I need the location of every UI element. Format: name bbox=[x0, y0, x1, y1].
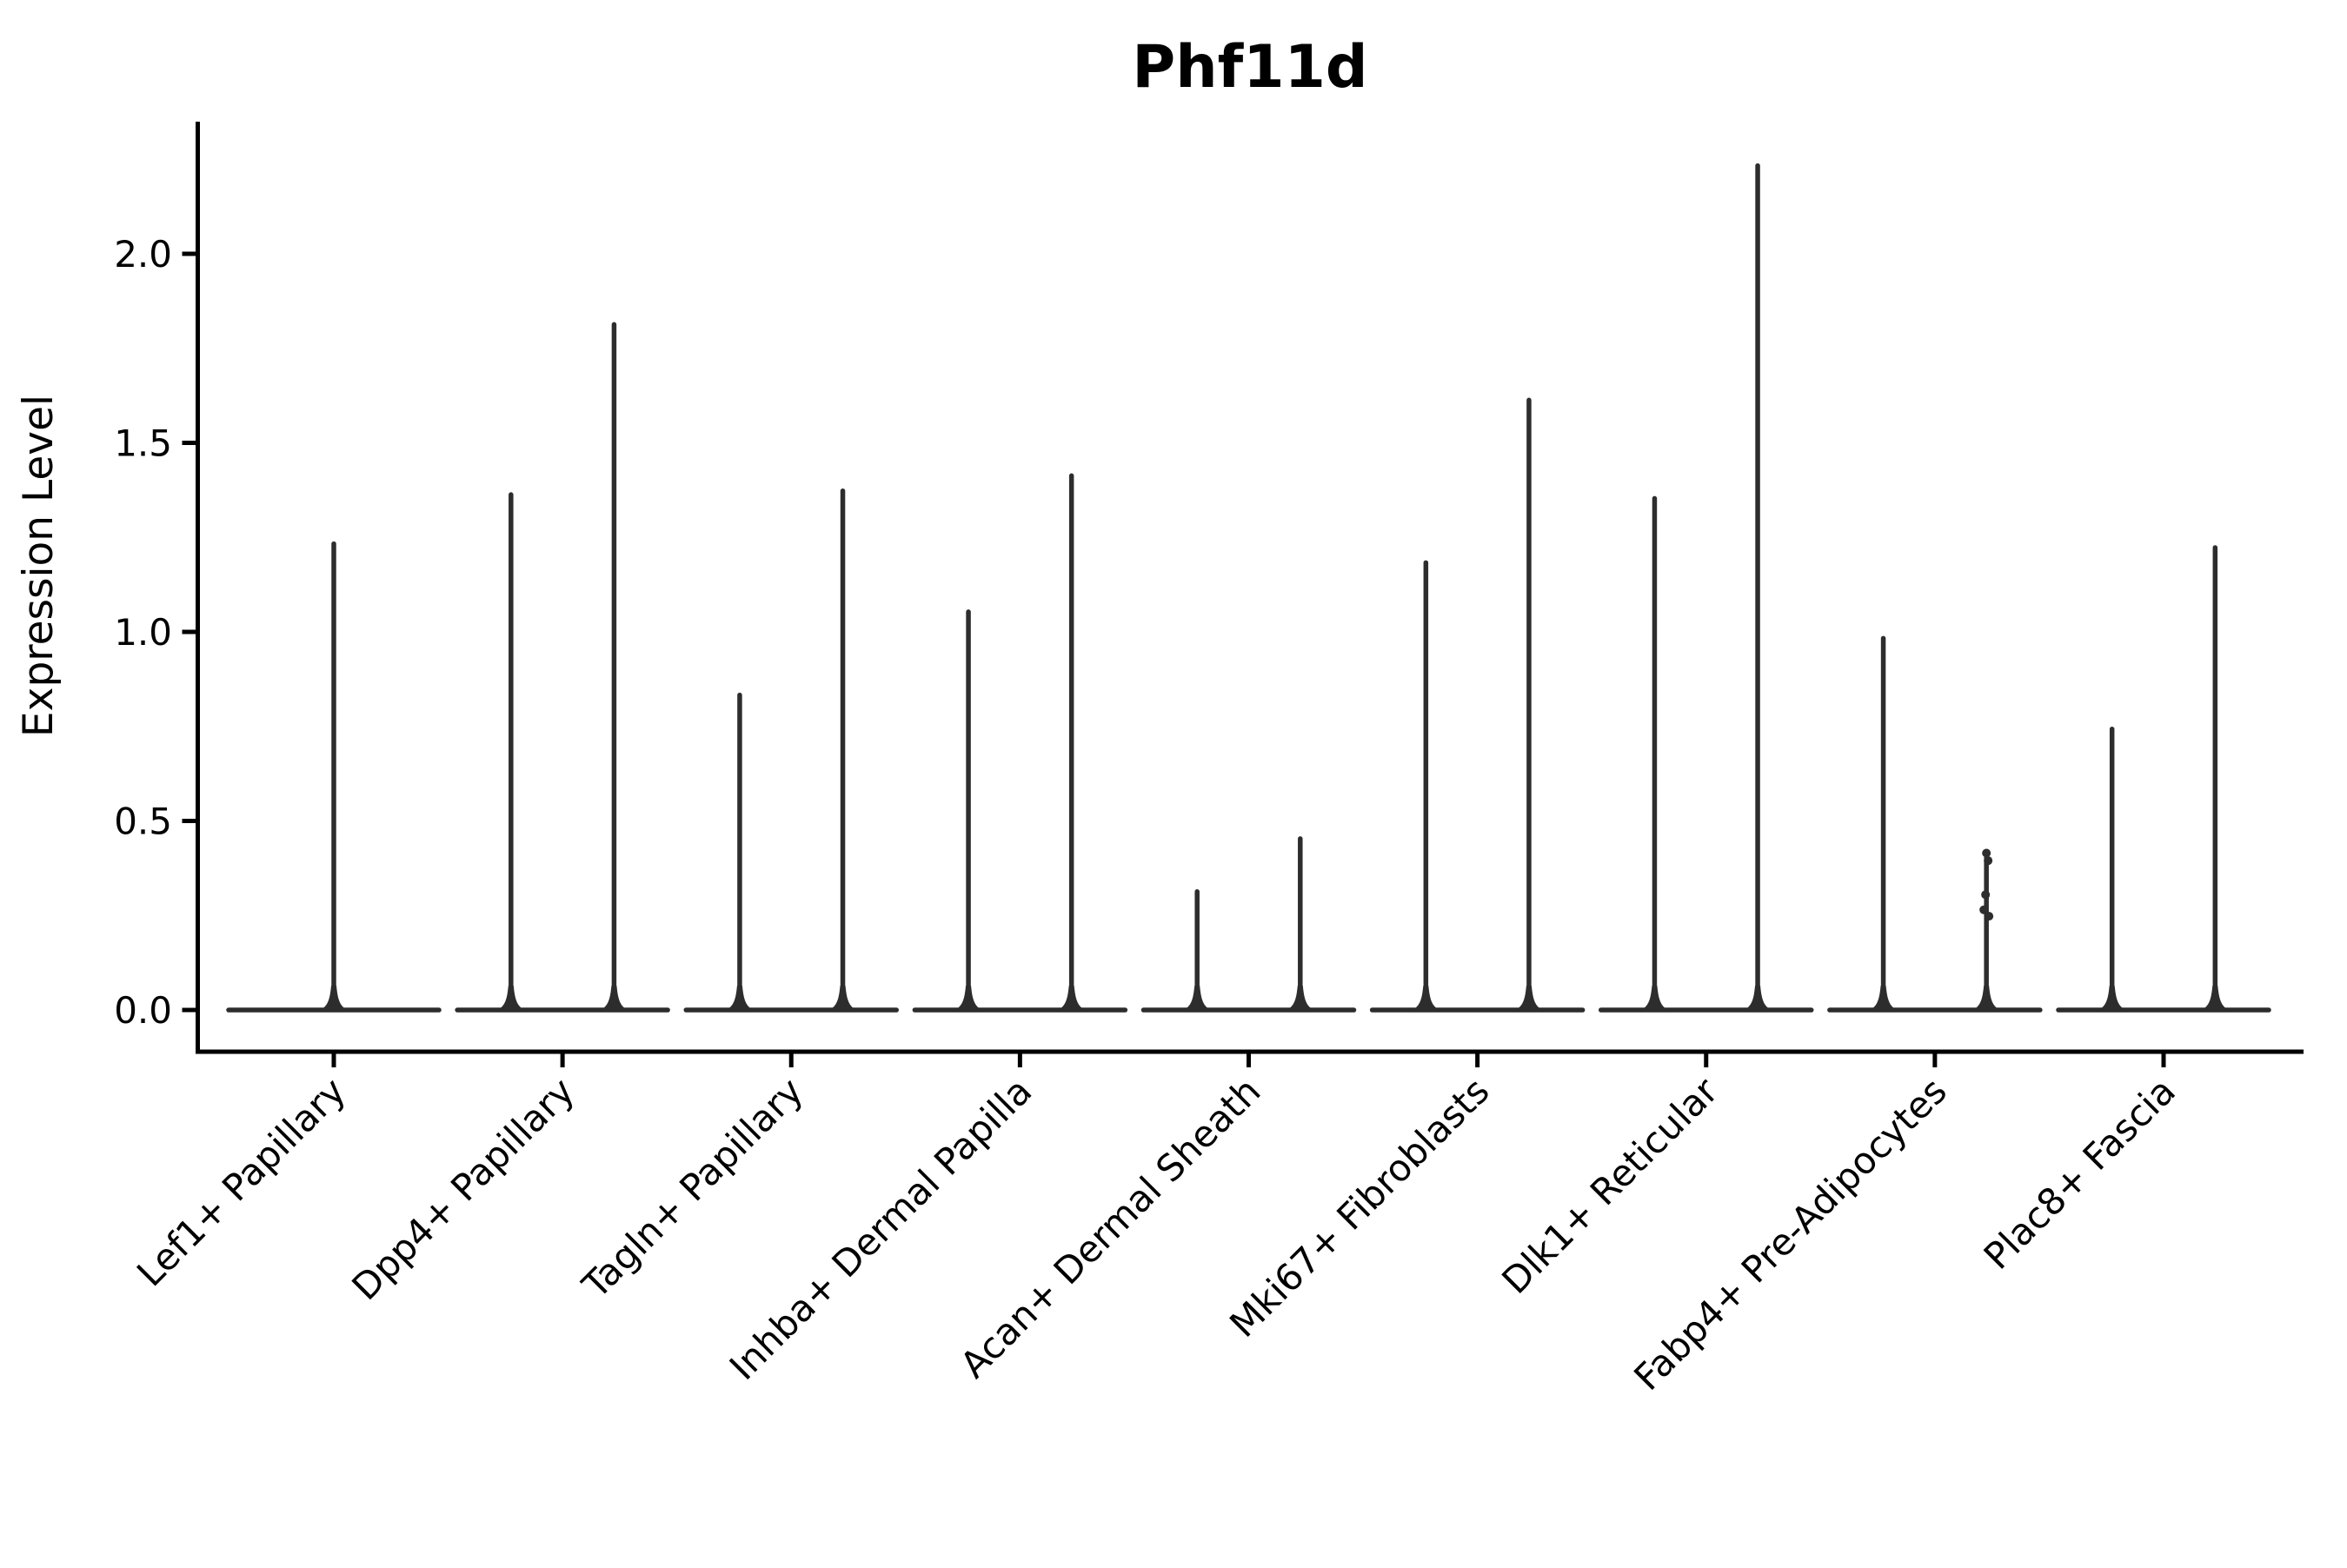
violin bbox=[683, 488, 899, 1013]
violin bbox=[1369, 397, 1586, 1013]
jitter-point bbox=[1981, 890, 1991, 900]
violin bbox=[1140, 836, 1357, 1013]
y-axis: 0.0 0.5 1.0 1.5 2.0 bbox=[114, 233, 198, 1032]
violin bbox=[2056, 545, 2271, 1013]
jitter-point bbox=[1984, 856, 1993, 866]
violin bbox=[912, 473, 1128, 1013]
y-axis-label: Expression Level bbox=[15, 395, 63, 737]
violin bbox=[226, 541, 442, 1013]
axis-spine bbox=[196, 122, 2304, 1054]
violin bbox=[455, 322, 670, 1013]
violins-layer bbox=[226, 163, 2271, 1013]
jitter-point bbox=[1982, 848, 1991, 858]
jitter-point bbox=[1985, 912, 1994, 921]
y-tick-label: 1.5 bbox=[114, 422, 172, 465]
violin bbox=[1599, 163, 1814, 1013]
jitter-point bbox=[1979, 905, 1989, 914]
violin bbox=[1827, 635, 2043, 1013]
y-tick-label: 0.0 bbox=[114, 989, 172, 1032]
y-tick-label: 0.5 bbox=[114, 801, 172, 843]
axes-spines bbox=[196, 122, 2304, 1054]
plot-title: Phf11d bbox=[1132, 33, 1367, 102]
y-tick-label: 1.0 bbox=[114, 611, 172, 654]
y-tick-label: 2.0 bbox=[114, 233, 172, 276]
